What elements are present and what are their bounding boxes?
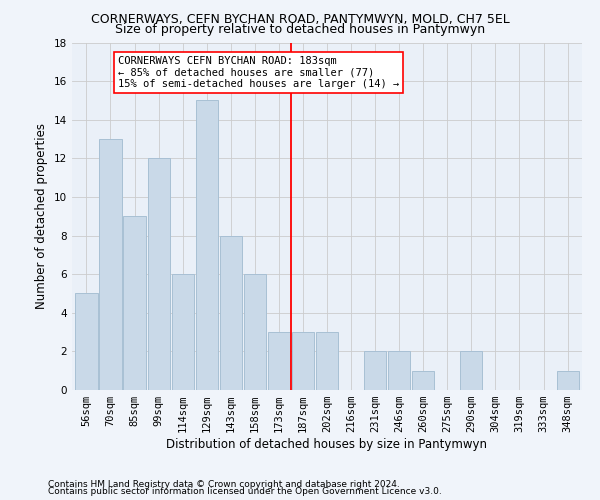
Bar [124,216,146,390]
Bar [172,274,194,390]
Text: Contains HM Land Registry data © Crown copyright and database right 2024.: Contains HM Land Registry data © Crown c… [48,480,400,489]
Text: CORNERWAYS, CEFN BYCHAN ROAD, PANTYMWYN, MOLD, CH7 5EL: CORNERWAYS, CEFN BYCHAN ROAD, PANTYMWYN,… [91,12,509,26]
Text: Size of property relative to detached houses in Pantymwyn: Size of property relative to detached ho… [115,22,485,36]
Bar [220,236,242,390]
Bar [100,139,122,390]
Bar [460,352,482,390]
Bar [316,332,338,390]
Text: Contains public sector information licensed under the Open Government Licence v3: Contains public sector information licen… [48,487,442,496]
Bar [557,370,578,390]
Bar [76,294,98,390]
Bar [244,274,266,390]
Bar [364,352,386,390]
Bar [388,352,410,390]
Bar [196,100,218,390]
Bar [292,332,314,390]
Y-axis label: Number of detached properties: Number of detached properties [35,123,49,309]
X-axis label: Distribution of detached houses by size in Pantymwyn: Distribution of detached houses by size … [167,438,487,451]
Bar [268,332,290,390]
Bar [148,158,170,390]
Text: CORNERWAYS CEFN BYCHAN ROAD: 183sqm
← 85% of detached houses are smaller (77)
15: CORNERWAYS CEFN BYCHAN ROAD: 183sqm ← 85… [118,56,399,89]
Bar [412,370,434,390]
